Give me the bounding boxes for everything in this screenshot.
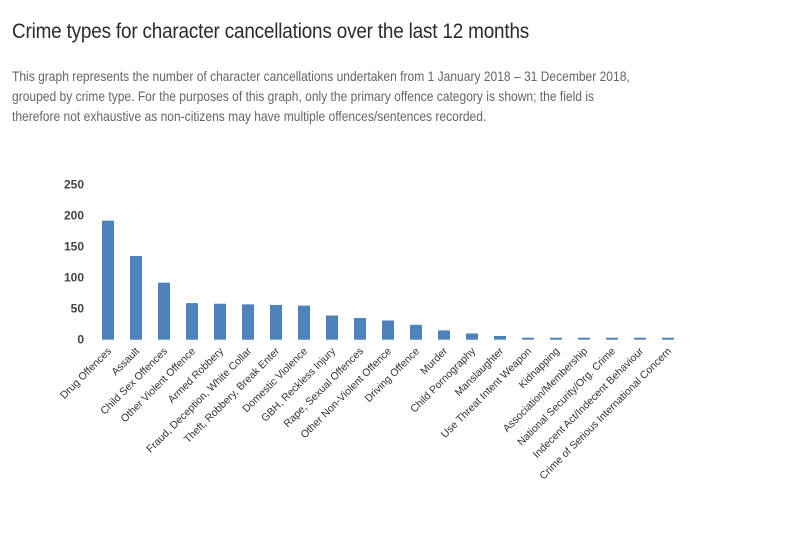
description-line: therefore not exhaustive as non-citizens… [12,108,487,124]
x-category-label: Drug Offences [58,345,114,401]
bar [550,337,562,340]
bar [410,324,422,340]
bar [130,256,142,340]
bar [494,335,506,340]
y-tick-label: 0 [77,333,84,347]
bar [186,303,198,340]
bar [214,303,226,340]
bar [578,337,590,340]
page-title: Crime types for character cancellations … [12,20,530,43]
description-line: This graph represents the number of char… [12,68,630,84]
bar [158,282,170,340]
y-tick-label: 100 [64,271,84,285]
bar [606,337,618,340]
y-tick-label: 200 [64,209,84,223]
bar [522,337,534,340]
bar [242,304,254,340]
bar [298,305,310,340]
y-tick-label: 250 [64,178,84,192]
bar [382,320,394,340]
bar [634,337,646,340]
bar [466,333,478,340]
y-tick-label: 150 [64,240,84,254]
bar [102,220,114,340]
chart-description: This graph represents the number of char… [12,66,630,126]
bar [354,318,366,340]
bar [326,315,338,340]
bar [662,337,674,340]
bar [270,304,282,340]
y-tick-label: 50 [71,302,85,316]
bar [438,330,450,340]
description-line: grouped by crime type. For the purposes … [12,88,595,104]
